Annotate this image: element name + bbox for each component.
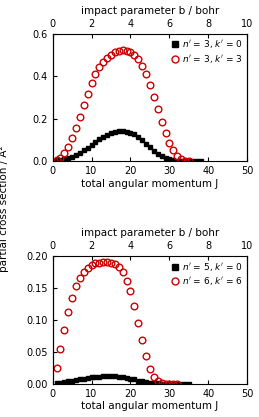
X-axis label: impact parameter b / bohr: impact parameter b / bohr <box>81 228 219 238</box>
Legend: $n'$ = 5, $k'$ = 0, $n'$ = 6, $k'$ = 6: $n'$ = 5, $k'$ = 0, $n'$ = 6, $k'$ = 6 <box>170 259 244 289</box>
Text: partial cross section / Å²: partial cross section / Å² <box>0 145 9 272</box>
Legend: $n'$ = 3, $k'$ = 0, $n'$ = 3, $k'$ = 3: $n'$ = 3, $k'$ = 0, $n'$ = 3, $k'$ = 3 <box>170 37 244 67</box>
X-axis label: impact parameter b / bohr: impact parameter b / bohr <box>81 5 219 15</box>
X-axis label: total angular momentum J: total angular momentum J <box>81 179 219 189</box>
X-axis label: total angular momentum J: total angular momentum J <box>81 402 219 412</box>
